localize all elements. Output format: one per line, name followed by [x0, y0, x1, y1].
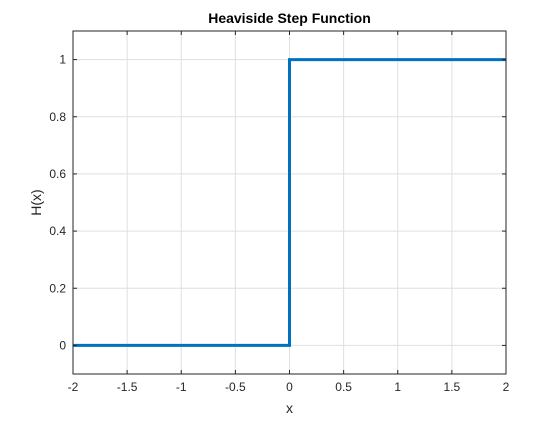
x-tick-label: 0.5 [335, 380, 352, 394]
x-tick-label: -1.5 [117, 380, 138, 394]
x-tick-label: -1 [176, 380, 187, 394]
y-tick-label: 0.4 [49, 224, 66, 238]
x-tick-label: -0.5 [225, 380, 246, 394]
y-tick-label: 0 [59, 338, 66, 352]
series-layer [73, 58, 506, 347]
y-axis-label: H(x) [28, 189, 44, 215]
x-tick-label: 0 [286, 380, 293, 394]
y-tick-label: 0.6 [49, 167, 66, 181]
x-axis-label: x [286, 400, 293, 416]
y-tick-label: 0.8 [49, 110, 66, 124]
x-tick-label: 1 [394, 380, 401, 394]
y-tick-label: 1 [59, 53, 66, 67]
x-tick-label: 1.5 [444, 380, 461, 394]
y-tick-labels: 0 0.2 0.4 0.6 0.8 1 [49, 53, 66, 353]
x-tick-label: 2 [503, 380, 510, 394]
ticks [72, 31, 507, 374]
chart-title: Heaviside Step Function [208, 10, 371, 26]
y-tick-label: 0.2 [49, 281, 66, 295]
x-tick-labels: -2 -1.5 -1 -0.5 0 0.5 1 1.5 2 [68, 380, 510, 394]
x-tick-label: -2 [68, 380, 79, 394]
series-line [73, 58, 506, 347]
